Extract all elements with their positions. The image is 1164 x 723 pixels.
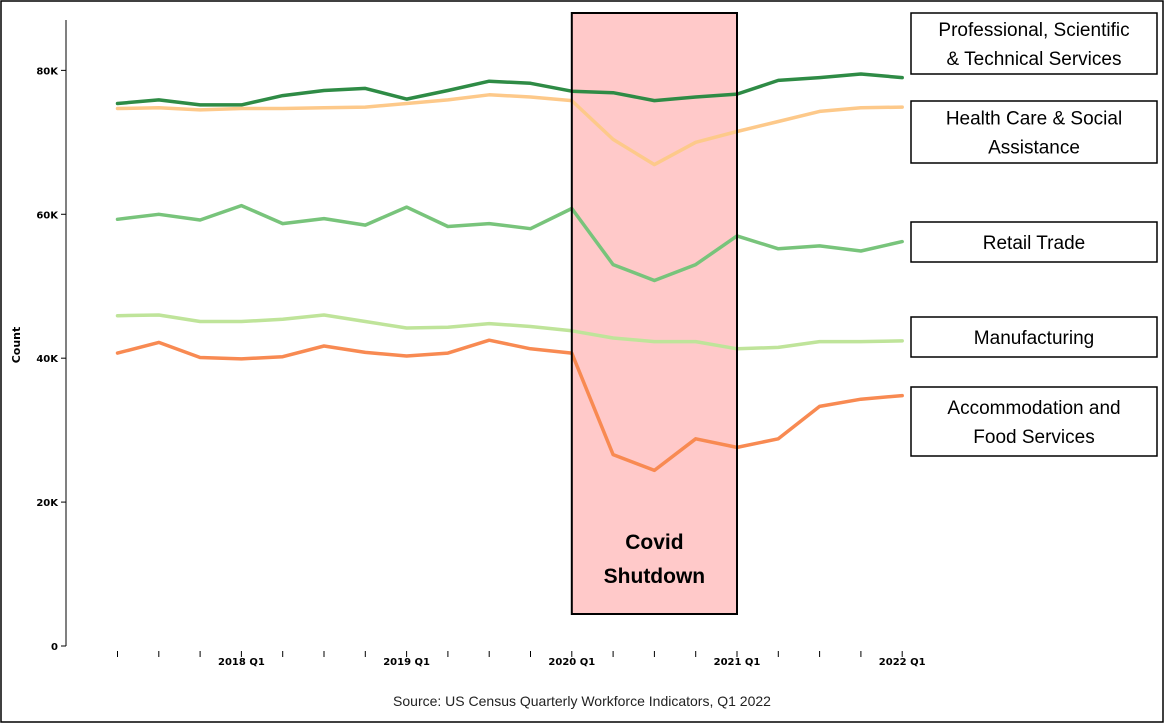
legend-label: & Technical Services bbox=[947, 49, 1122, 70]
covid-shutdown-region bbox=[571, 13, 737, 614]
x-tick-label: 2021 Q1 bbox=[714, 657, 761, 668]
axes: Count 0 20K 40K 60K 80K 2018 Q1 2019 Q1 2020 Q1… bbox=[10, 20, 926, 668]
legend-box bbox=[910, 316, 1158, 358]
legend-label: Accommodation and bbox=[947, 398, 1120, 419]
legend: Professional, Scientific & Technical Serv… bbox=[910, 12, 1158, 457]
x-tick-label: 2020 Q1 bbox=[548, 657, 595, 668]
y-tick-label: 20K bbox=[36, 498, 59, 509]
legend-item-accommodation-and-food-services: Accommodation and Food Services bbox=[910, 386, 1158, 457]
y-axis-title: Count bbox=[10, 327, 23, 364]
legend-label: Food Services bbox=[973, 427, 1094, 448]
source-note: Source: US Census Quarterly Workforce In… bbox=[393, 693, 771, 709]
legend-box bbox=[910, 386, 1158, 457]
y-tick-label: 40K bbox=[36, 354, 59, 365]
x-tick-label: 2018 Q1 bbox=[218, 657, 265, 668]
y-tick-label: 60K bbox=[36, 210, 59, 221]
covid-shutdown-label-line: Covid bbox=[625, 531, 683, 554]
legend-box bbox=[910, 221, 1158, 263]
series-lines bbox=[115, 72, 904, 473]
covid-shutdown-label: Covid Shutdown bbox=[570, 12, 738, 615]
covid-shutdown-label-line: Shutdown bbox=[604, 565, 705, 588]
legend-box bbox=[910, 12, 1158, 75]
covid-shutdown-border bbox=[570, 12, 738, 615]
covid-shutdown-fill bbox=[571, 13, 737, 614]
legend-item-health-care-social-assistance: Health Care & Social Assistance bbox=[910, 100, 1158, 164]
legend-item-professional-scientific-technical-services: Professional, Scientific & Technical Serv… bbox=[910, 12, 1158, 75]
y-tick-label: 80K bbox=[36, 66, 59, 77]
legend-box bbox=[910, 100, 1158, 164]
legend-item-retail-trade: Retail Trade bbox=[910, 221, 1158, 263]
y-tick-label: 0 bbox=[51, 642, 58, 653]
series-line-manufacturing bbox=[115, 313, 904, 351]
series-line-professional-scientific-technical-services bbox=[115, 72, 904, 107]
series-line-accommodation-and-food-services bbox=[115, 338, 904, 473]
legend-label: Professional, Scientific bbox=[938, 20, 1129, 41]
legend-label: Retail Trade bbox=[983, 233, 1085, 254]
series-line-retail-trade bbox=[115, 203, 904, 283]
x-tick-label: 2019 Q1 bbox=[383, 657, 430, 668]
x-tick-label: 2022 Q1 bbox=[879, 657, 926, 668]
legend-item-manufacturing: Manufacturing bbox=[910, 316, 1158, 358]
legend-label: Health Care & Social bbox=[946, 109, 1122, 130]
series-line-health-care-social-assistance bbox=[115, 93, 904, 167]
legend-label: Manufacturing bbox=[974, 328, 1094, 349]
legend-label: Assistance bbox=[988, 138, 1080, 159]
